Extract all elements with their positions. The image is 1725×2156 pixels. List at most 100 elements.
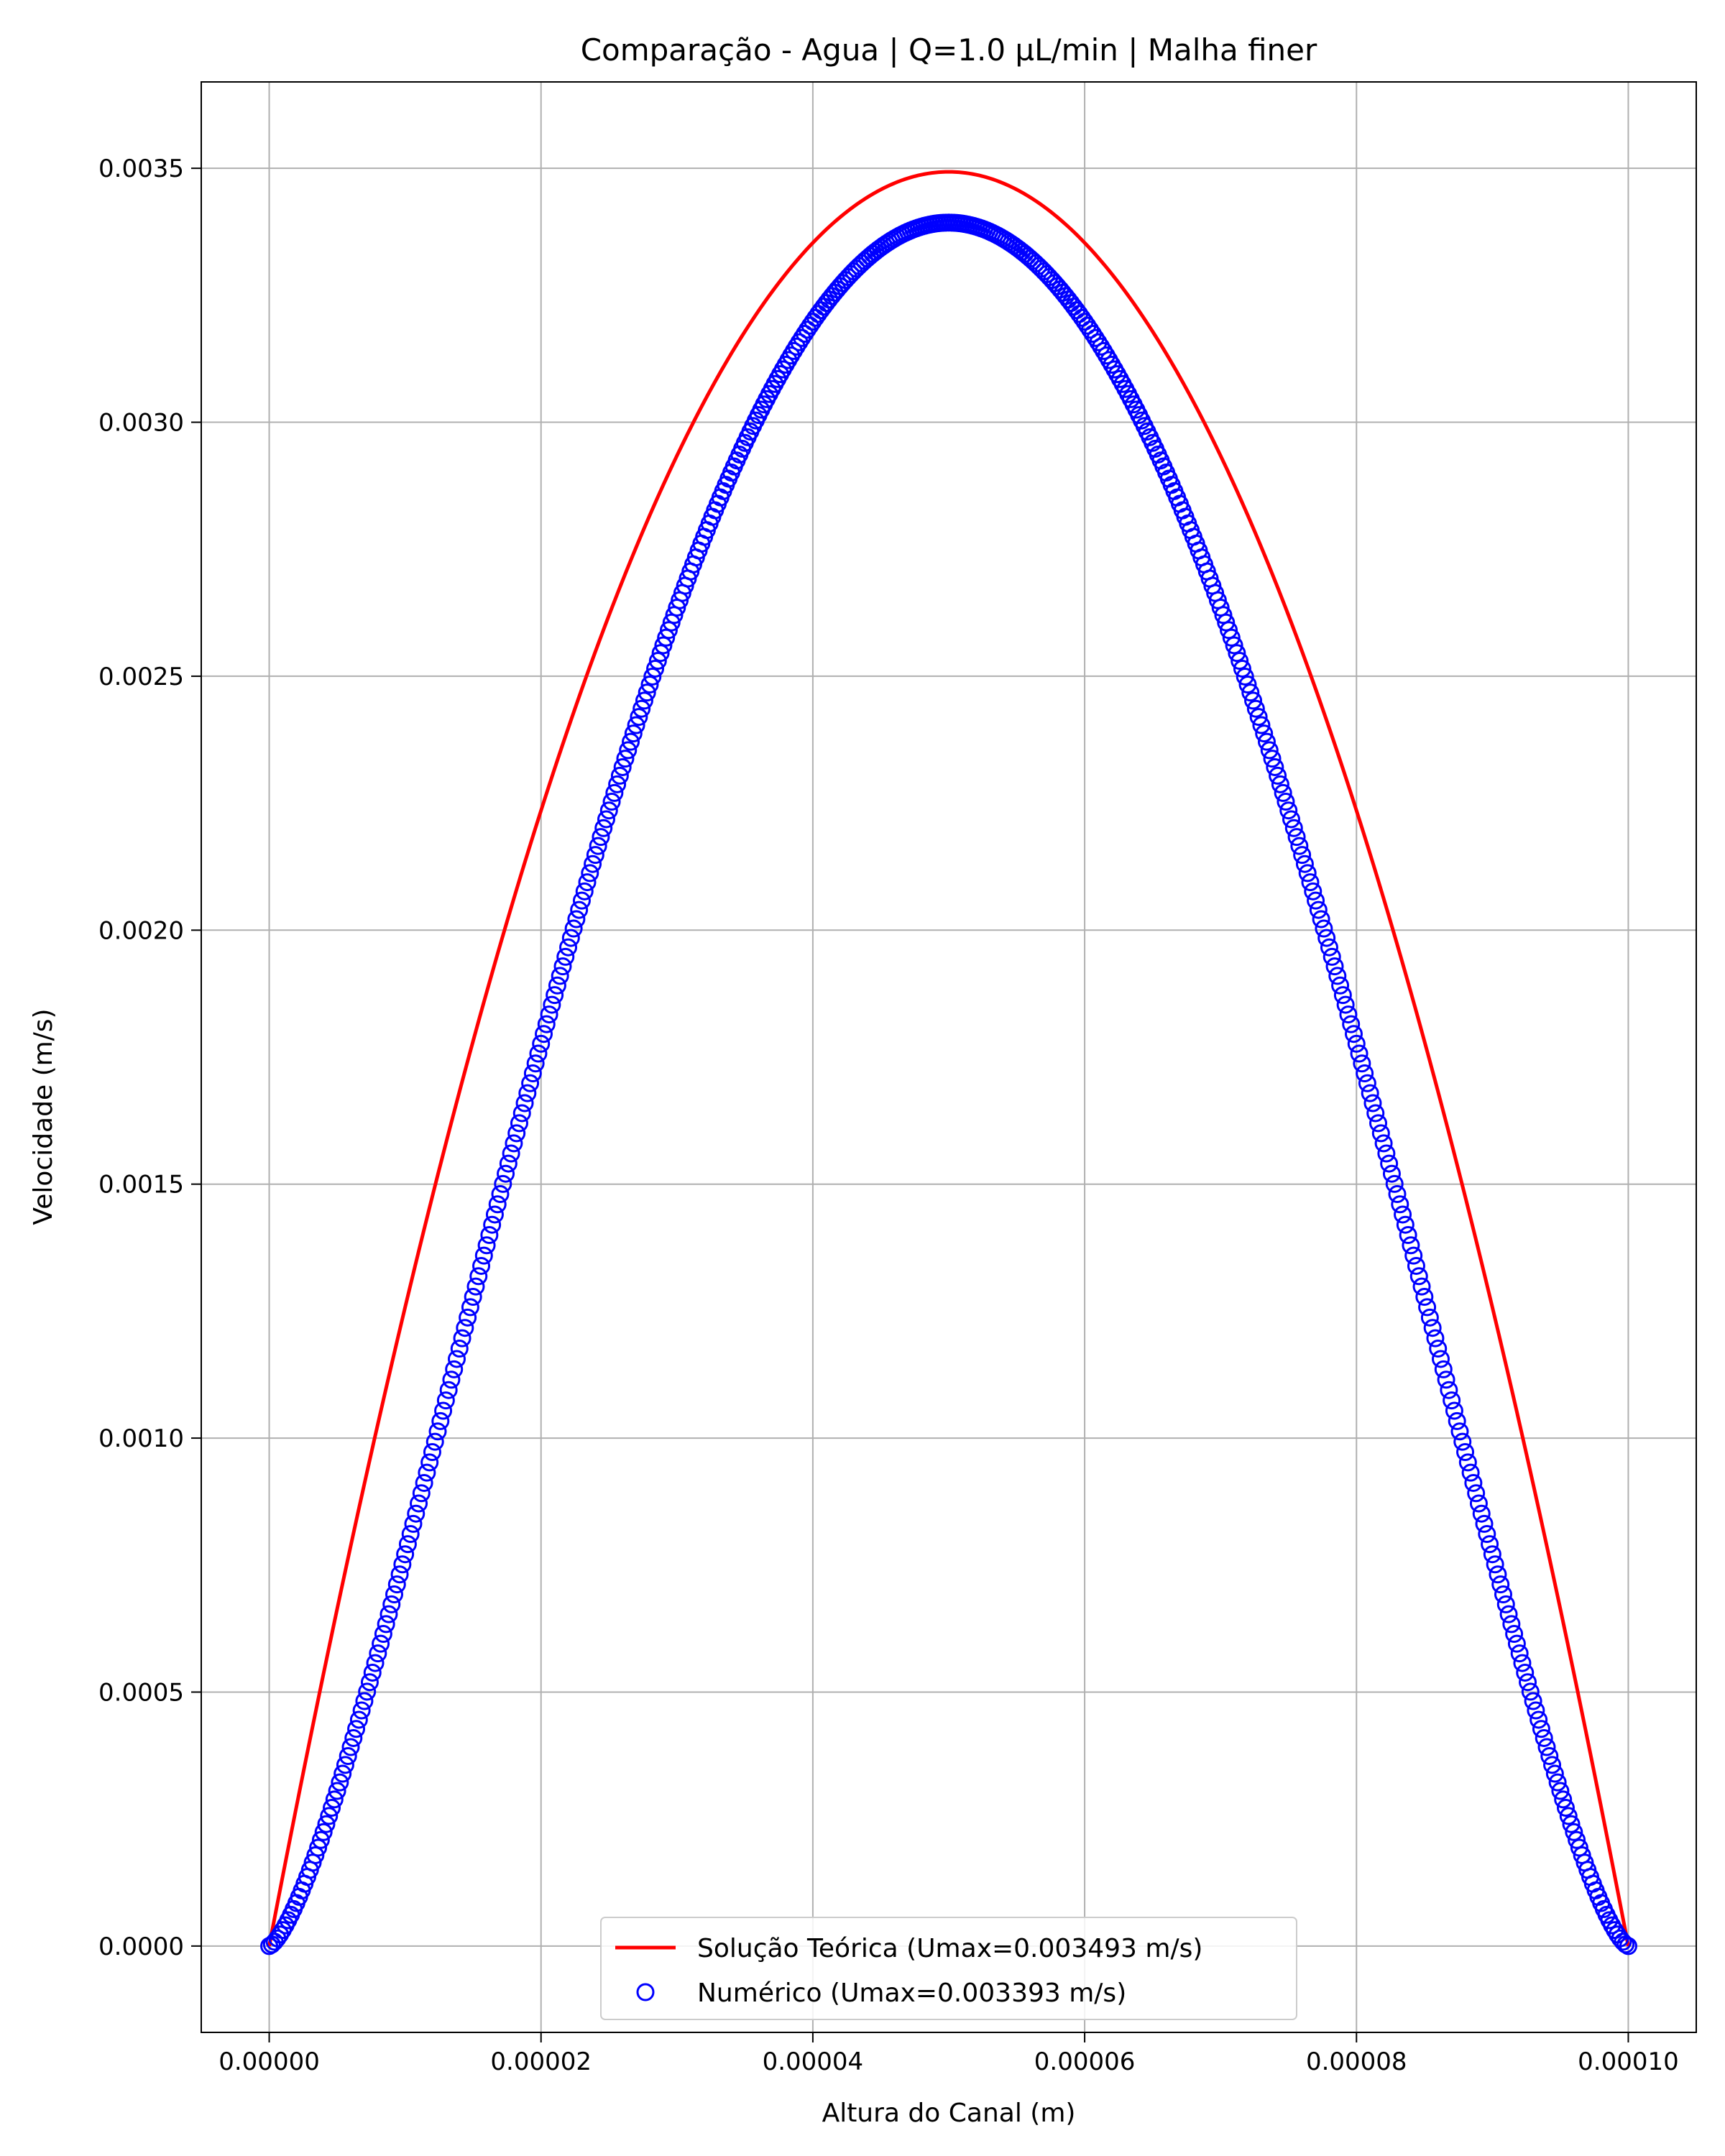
numerical-point (466, 1277, 485, 1296)
numerical-point (546, 986, 564, 1005)
numerical-point (1496, 1595, 1515, 1613)
numerical-point (1537, 1738, 1556, 1756)
numerical-point (328, 1782, 346, 1800)
numerical-point (1290, 837, 1309, 855)
numerical-point (616, 750, 635, 768)
numerical-point (1554, 1790, 1573, 1809)
numerical-point (1233, 659, 1251, 678)
numerical-point (1467, 1484, 1486, 1503)
numerical-point (608, 775, 627, 793)
numerical-point (1494, 1585, 1512, 1604)
numerical-point (1238, 676, 1257, 694)
numerical-point (564, 919, 583, 938)
numerical-point (1293, 846, 1312, 865)
numerical-point (309, 1838, 328, 1857)
numerical-point (428, 1422, 447, 1441)
numerical-point (336, 1756, 354, 1774)
numerical-point (393, 1555, 412, 1574)
numerical-point (494, 1174, 512, 1193)
numerical-point (420, 1453, 439, 1472)
x-tick-label: 0.00002 (490, 2047, 592, 2076)
numerical-point (1614, 1932, 1632, 1951)
numerical-point (1510, 1644, 1529, 1663)
numerical-point (521, 1074, 540, 1092)
numerical-point (1491, 1575, 1510, 1594)
numerical-point (404, 1514, 423, 1533)
numerical-point (1423, 1319, 1442, 1337)
numerical-point (630, 708, 648, 727)
numerical-point (1540, 1746, 1559, 1765)
numerical-point (1521, 1682, 1540, 1701)
numerical-point (1556, 1798, 1575, 1817)
numerical-point (380, 1605, 398, 1623)
numerical-point (1298, 864, 1317, 883)
numerical-point (436, 1391, 455, 1410)
numerical-point (480, 1226, 499, 1244)
numerical-point (502, 1144, 520, 1163)
numerical-point (1412, 1277, 1431, 1296)
legend-circle-swatch (636, 1983, 655, 2001)
numerical-point (589, 837, 607, 855)
numerical-point (1385, 1174, 1404, 1193)
numerical-point (597, 810, 615, 829)
numerical-point (485, 1205, 504, 1224)
numerical-point (1619, 1937, 1637, 1955)
numerical-point (1325, 957, 1344, 976)
numerical-point (1394, 1205, 1412, 1224)
numerical-point (488, 1195, 507, 1214)
numerical-point (1266, 757, 1284, 776)
numerical-point (1089, 333, 1108, 351)
numerical-point (311, 1830, 330, 1849)
numerical-point (366, 1654, 385, 1672)
numerical-point (572, 891, 591, 910)
numerical-point (581, 864, 599, 883)
chart-title: Comparação - Agua | Q=1.0 µL/min | Malha… (581, 32, 1317, 68)
numerical-point (1461, 1463, 1480, 1482)
y-tick-label: 0.0010 (98, 1424, 184, 1453)
numerical-point (1279, 801, 1298, 820)
x-tick-label: 0.00010 (1578, 2047, 1679, 2076)
numerical-point (1257, 732, 1276, 751)
numerical-point (1437, 1370, 1455, 1389)
numerical-point (1363, 1094, 1382, 1112)
numerical-point (1524, 1692, 1542, 1710)
numerical-point (1339, 1005, 1358, 1024)
numerical-point (1371, 1124, 1390, 1143)
y-tick-label: 0.0005 (98, 1678, 184, 1707)
numerical-point (1486, 1555, 1504, 1574)
numerical-point (472, 1256, 491, 1275)
numerical-point (1382, 1164, 1401, 1183)
numerical-point (469, 1267, 488, 1286)
numerical-point (1377, 1144, 1396, 1163)
numerical-point (567, 910, 586, 929)
numerical-point (1260, 741, 1279, 760)
numerical-point (1499, 1605, 1518, 1623)
numerical-point (360, 1673, 379, 1692)
numerical-point (1456, 1443, 1475, 1462)
numerical-point (1092, 337, 1110, 356)
numerical-point (1369, 1114, 1388, 1133)
legend-label-theoretical: Solução Teórica (Umax=0.003493 m/s) (697, 1934, 1202, 1963)
numerical-point (1331, 976, 1350, 995)
numerical-point (461, 1298, 479, 1317)
x-tick-label: 0.00000 (218, 2047, 320, 2076)
numerical-point (1445, 1401, 1463, 1420)
numerical-point (592, 828, 610, 847)
numerical-point (374, 1625, 392, 1644)
numerical-point (1282, 810, 1301, 829)
numerical-point (1307, 891, 1325, 910)
numerical-point (507, 1124, 526, 1143)
numerical-point (456, 1319, 474, 1337)
x-tick-label: 0.00006 (1034, 2047, 1136, 2076)
numerical-point (1276, 793, 1295, 811)
numerical-point (613, 757, 632, 776)
numerical-point (372, 1634, 390, 1653)
numerical-point (1244, 691, 1263, 710)
numerical-point (445, 1360, 464, 1378)
numerical-point (423, 1443, 441, 1462)
numerical-point (540, 1005, 558, 1024)
numerical-point (651, 644, 670, 663)
numerical-point (505, 1134, 523, 1153)
numerical-point (537, 1015, 556, 1033)
series-layer (260, 170, 1637, 1955)
